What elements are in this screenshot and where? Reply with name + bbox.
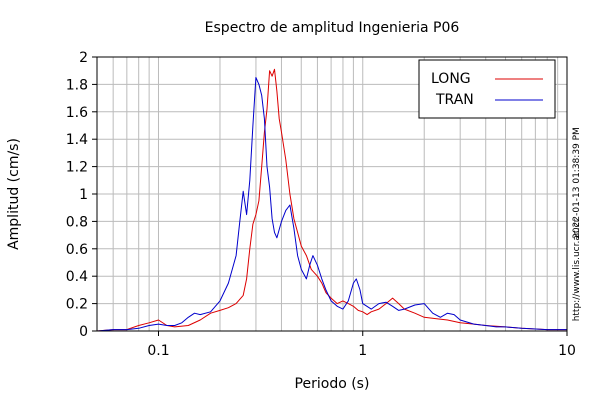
legend-label-long: LONG bbox=[431, 71, 471, 87]
x-tick-label: 10 bbox=[558, 343, 576, 359]
chart-title: Espectro de amplitud Ingenieria P06 bbox=[205, 20, 460, 36]
axis-ticks: 0 0.2 0.4 0.6 0.8 1 1.2 1.4 1.6 1.8 2 0.1 1 10 bbox=[66, 50, 576, 359]
y-tick-label: 0.8 bbox=[66, 214, 88, 230]
legend-label-tran: TRAN bbox=[435, 92, 474, 108]
x-tick-label: 0.1 bbox=[147, 343, 169, 359]
source-url-text: http://www.lis.ucr.ac.cr bbox=[572, 218, 582, 321]
series-line-long bbox=[96, 68, 567, 332]
series-layer bbox=[96, 68, 567, 332]
y-tick-label: 0.6 bbox=[66, 242, 88, 258]
y-tick-label: 0.4 bbox=[66, 269, 88, 285]
y-tick-label: 0 bbox=[79, 324, 88, 340]
y-tick-label: 1 bbox=[79, 187, 88, 203]
y-tick-label: 1.2 bbox=[66, 160, 88, 176]
y-axis-label: Amplitud (cm/s) bbox=[6, 138, 22, 250]
legend: LONG TRAN bbox=[418, 59, 556, 119]
y-tick-label: 0.2 bbox=[66, 297, 88, 313]
y-tick-label: 1.6 bbox=[66, 105, 88, 121]
x-axis-label: Periodo (s) bbox=[295, 376, 370, 392]
x-tick-label: 1 bbox=[358, 343, 367, 359]
timestamp-text: 2022-01-13 01:38:39 PM bbox=[572, 127, 582, 239]
series-line-tran bbox=[96, 77, 567, 332]
legend-box bbox=[418, 59, 556, 119]
y-tick-label: 1.8 bbox=[66, 77, 88, 93]
y-tick-label: 1.4 bbox=[66, 132, 88, 148]
y-tick-label: 2 bbox=[79, 50, 88, 66]
